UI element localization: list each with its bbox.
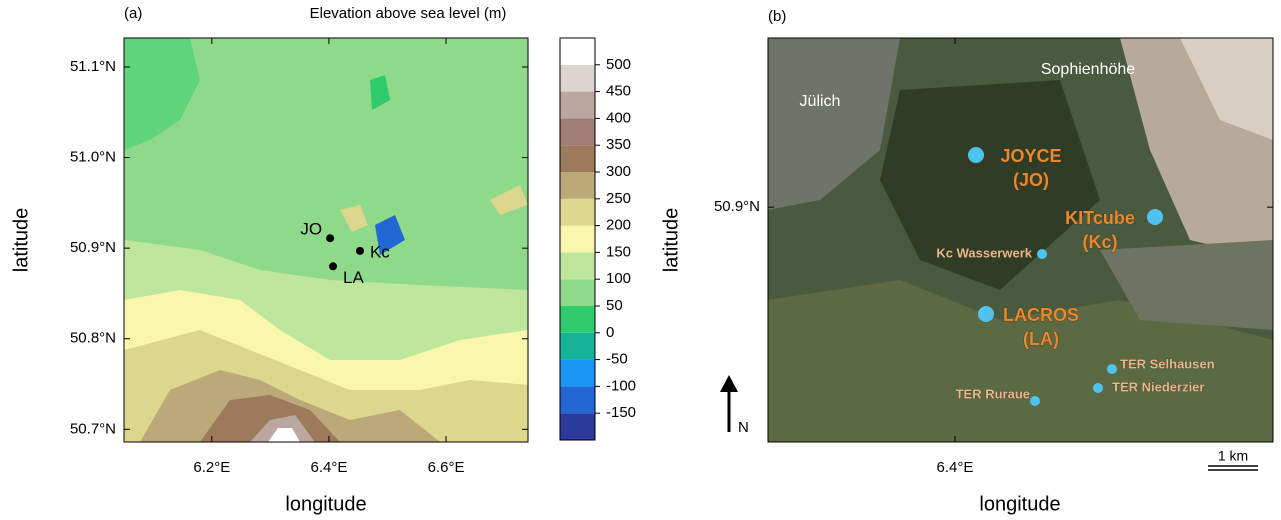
colorbar-bin bbox=[560, 225, 595, 253]
place-label: Jülich bbox=[800, 93, 841, 110]
colorbar-bin bbox=[560, 91, 595, 119]
colorbar-label: 250 bbox=[606, 190, 631, 207]
site-code: (LA) bbox=[1023, 329, 1059, 349]
colorbar-bin bbox=[560, 279, 595, 306]
site-code: (JO) bbox=[1013, 170, 1049, 190]
colorbar-frame bbox=[559, 37, 596, 441]
panel-label: (a) bbox=[124, 5, 142, 22]
colorbar-label: 400 bbox=[606, 109, 631, 126]
colorbar-label: 100 bbox=[606, 270, 631, 287]
frame bbox=[767, 37, 1274, 443]
colorbar-bin bbox=[560, 198, 595, 226]
station-marker bbox=[1107, 364, 1117, 374]
y-tick-label: 51.0°N bbox=[70, 149, 116, 166]
colorbar-bin bbox=[560, 145, 595, 172]
x-tick-label: 6.4°E bbox=[310, 459, 347, 476]
x-tick-label: 6.4°E bbox=[937, 459, 974, 476]
colorbar-bin bbox=[560, 118, 595, 146]
x-axis-label: longitude bbox=[979, 493, 1060, 515]
north-label: N bbox=[738, 419, 749, 436]
station-marker bbox=[1030, 396, 1040, 406]
site-code: (Kc) bbox=[1083, 232, 1118, 252]
colorbar-bin bbox=[560, 38, 595, 65]
station-label: Kc Wasserwerk bbox=[936, 245, 1032, 260]
frame bbox=[123, 37, 529, 443]
colorbar-label: 500 bbox=[606, 56, 631, 73]
site-marker bbox=[1147, 209, 1163, 225]
site-name: LACROS bbox=[1003, 305, 1079, 325]
north-arrow-head bbox=[720, 375, 738, 392]
site-name: KITcube bbox=[1065, 208, 1135, 228]
y-tick-label: 50.8°N bbox=[70, 330, 116, 347]
colorbar-bin bbox=[560, 359, 595, 387]
colorbar-bin bbox=[560, 413, 595, 440]
y-tick-label: 50.9°N bbox=[714, 198, 760, 215]
colorbar-label: 50 bbox=[606, 297, 623, 314]
colorbar-label: -50 bbox=[606, 351, 628, 368]
colorbar-label: 350 bbox=[606, 136, 631, 153]
colorbar-label: 450 bbox=[606, 83, 631, 100]
site-label: JO bbox=[300, 220, 322, 239]
satellite-image bbox=[768, 38, 1273, 442]
x-axis-label: longitude bbox=[285, 493, 366, 515]
colorbar-label: -100 bbox=[606, 377, 636, 394]
site-marker bbox=[326, 234, 335, 243]
colorbar-label: 150 bbox=[606, 243, 631, 260]
colorbar-label: 300 bbox=[606, 163, 631, 180]
station-label: TER Selhausen bbox=[1120, 356, 1215, 371]
panel-label: (b) bbox=[768, 8, 786, 25]
colorbar-title: Elevation above sea level (m) bbox=[310, 5, 507, 22]
site-marker bbox=[355, 246, 364, 255]
x-tick-label: 6.6°E bbox=[428, 459, 465, 476]
elevation-map bbox=[124, 38, 528, 442]
y-tick-label: 51.1°N bbox=[70, 58, 116, 75]
scale-label: 1 km bbox=[1218, 448, 1248, 464]
colorbar-bin bbox=[560, 252, 595, 280]
site-marker bbox=[978, 306, 994, 322]
station-marker bbox=[1093, 383, 1103, 393]
y-tick-label: 50.9°N bbox=[70, 239, 116, 256]
place-label: Sophienhöhe bbox=[1041, 61, 1135, 78]
colorbar-bin bbox=[560, 64, 595, 92]
colorbar-bin bbox=[560, 386, 595, 414]
site-name: JOYCE bbox=[1000, 146, 1061, 166]
site-label: Kc bbox=[370, 242, 390, 261]
y-tick-label: 50.7°N bbox=[70, 420, 116, 437]
station-label: TER Ruraue bbox=[956, 386, 1030, 401]
y-axis-label: latitude bbox=[10, 208, 32, 273]
colorbar-label: -150 bbox=[606, 404, 636, 421]
colorbar-label: 200 bbox=[606, 217, 631, 234]
site-marker bbox=[968, 147, 984, 163]
y-axis-label: latitude bbox=[660, 208, 682, 273]
site-label: LA bbox=[343, 268, 364, 287]
site-marker bbox=[329, 262, 338, 271]
station-label: TER Niederzier bbox=[1112, 379, 1204, 394]
station-marker bbox=[1037, 249, 1047, 259]
colorbar-bin bbox=[560, 172, 595, 199]
colorbar-label: 0 bbox=[606, 324, 614, 341]
colorbar-bin bbox=[560, 332, 595, 360]
colorbar-bin bbox=[560, 306, 595, 333]
x-tick-label: 6.2°E bbox=[193, 459, 230, 476]
